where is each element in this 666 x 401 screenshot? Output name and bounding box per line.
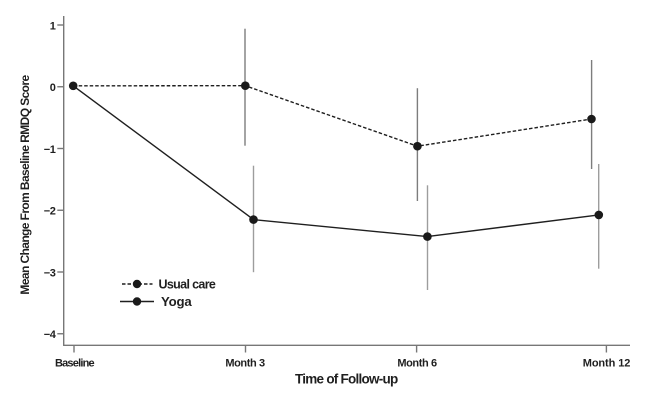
- svg-text:−4: −4: [44, 329, 57, 341]
- svg-text:0: 0: [50, 82, 56, 94]
- svg-text:Yoga: Yoga: [161, 294, 192, 309]
- svg-text:Time of Follow-up: Time of Follow-up: [295, 372, 398, 387]
- svg-text:Baseline: Baseline: [55, 358, 95, 370]
- svg-text:1: 1: [50, 20, 56, 32]
- svg-text:−1: −1: [44, 144, 56, 156]
- svg-text:Month 6: Month 6: [397, 358, 437, 370]
- svg-text:−3: −3: [44, 267, 56, 279]
- svg-text:Usual care: Usual care: [159, 278, 216, 292]
- svg-text:Month 3: Month 3: [225, 358, 265, 370]
- svg-text:Month 12: Month 12: [583, 358, 630, 370]
- svg-text:Mean Change From Baseline RMDQ: Mean Change From Baseline RMDQ Score: [18, 75, 32, 295]
- svg-text:−2: −2: [44, 206, 56, 218]
